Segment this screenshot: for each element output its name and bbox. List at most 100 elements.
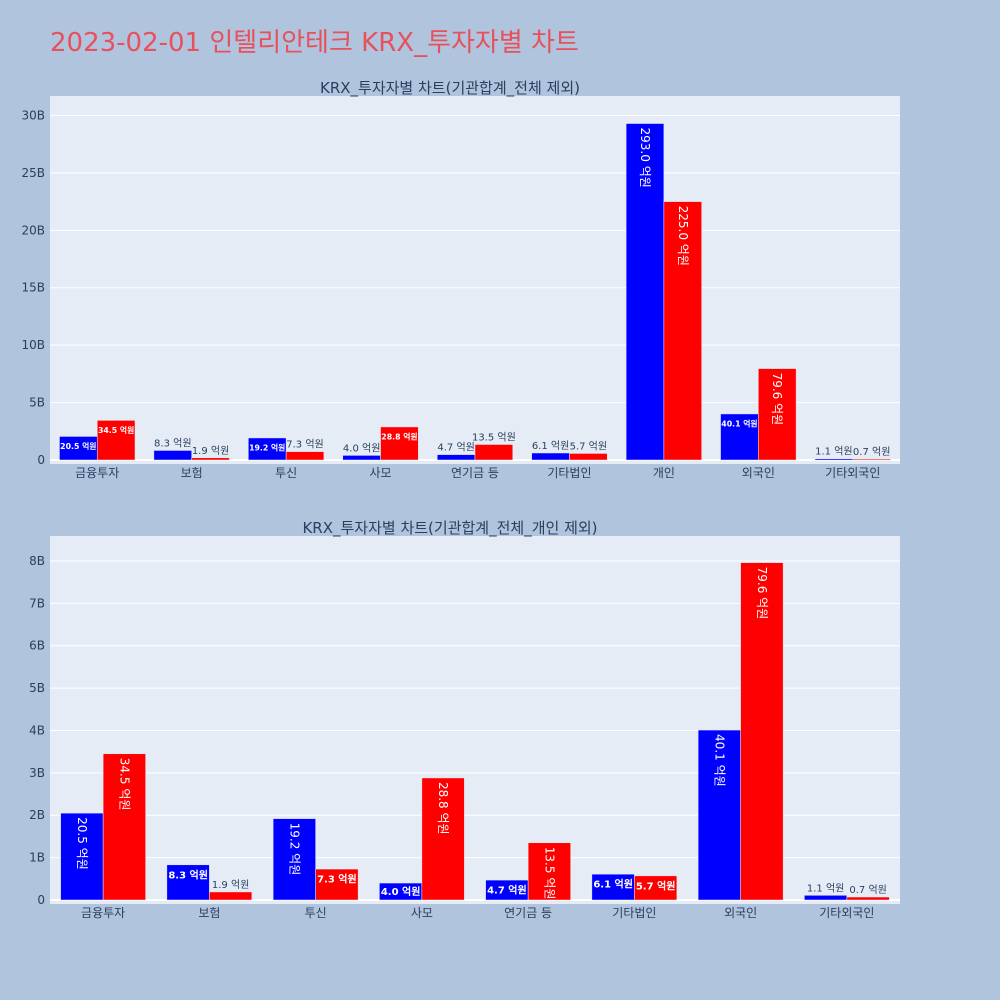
y-tick-label: 2B: [29, 808, 45, 822]
bar: [248, 437, 287, 461]
bar: [60, 812, 104, 901]
bar: [209, 891, 253, 901]
x-tick-label: 기타외국인: [825, 466, 880, 480]
bar: [421, 777, 465, 901]
data-label: 1.1 억원: [815, 446, 852, 458]
bar: [102, 753, 146, 901]
x-tick-label: 사모: [370, 466, 392, 480]
data-label: 40.1 억원: [721, 419, 757, 429]
x-tick-label: 연기금 등: [504, 906, 552, 920]
chart-2: KRX_투자자별 차트(기관합계_전체_개인 제외) 0 1B 2B 3B 4B 5B 6B 7…: [29, 519, 900, 920]
data-label: 1.9 억원: [192, 445, 229, 457]
data-label: 20.5 억원: [75, 817, 89, 870]
chart-title: KRX_투자자별 차트(기관합계_전체_개인 제외): [302, 519, 597, 538]
bar: [758, 368, 797, 461]
bar: [96, 420, 136, 461]
data-label: 8.3 억원: [168, 868, 208, 881]
y-tick-label: 30B: [21, 108, 45, 122]
data-label: 6.1 억원: [532, 440, 569, 452]
data-label: 4.7 억원: [487, 884, 527, 897]
y-tick-label: 20B: [21, 223, 45, 237]
data-label: 1.9 억원: [212, 879, 249, 891]
x-tick-label: 개인: [653, 466, 675, 480]
x-tick-label: 기타법인: [612, 906, 656, 920]
bar: [625, 123, 665, 461]
bar: [569, 453, 608, 461]
x-tick-label: 투신: [275, 466, 297, 480]
y-tick-label: 6B: [29, 639, 45, 653]
data-label: 0.7 억원: [849, 884, 886, 896]
y-tick-label: 0: [37, 893, 45, 907]
data-label: 4.7 억원: [437, 442, 474, 454]
data-label: 7.3 억원: [317, 873, 357, 886]
bar: [380, 426, 419, 461]
x-tick-label: 보험: [181, 466, 203, 480]
y-tick-label: 4B: [29, 723, 45, 737]
bar: [191, 457, 230, 461]
data-label: 13.5 억원: [472, 431, 516, 443]
bar: [531, 452, 570, 461]
bar: [814, 458, 854, 461]
bar: [474, 444, 514, 461]
y-tick-label: 15B: [21, 281, 45, 295]
y-tick-label: 3B: [29, 766, 45, 780]
data-label: 6.1 억원: [593, 878, 633, 891]
data-label: 34.5 억원: [117, 758, 131, 811]
x-tick-label: 보험: [198, 906, 220, 920]
bar: [663, 201, 702, 461]
bar: [846, 896, 890, 901]
chart-1: KRX_투자자별 차트(기관합계_전체 제외) 0 5B 10B 15B 20B 25B 30…: [21, 79, 900, 480]
bar: [285, 451, 325, 461]
y-tick-label: 0: [37, 453, 45, 467]
y-tick-label: 10B: [21, 338, 45, 352]
y-tick-label: 5B: [29, 396, 45, 410]
data-label: 20.5 억원: [60, 441, 96, 451]
x-tick-label: 기타외국인: [819, 906, 874, 920]
page-title: 2023-02-01 인텔리안테크 KRX_투자자별 차트: [50, 28, 579, 58]
data-label: 7.3 억원: [286, 439, 323, 451]
bar: [342, 455, 381, 461]
data-label: 1.1 억원: [807, 882, 844, 894]
x-tick-label: 외국인: [742, 466, 775, 480]
data-label: 293.0 억원: [638, 128, 652, 188]
x-tick-label: 금융투자: [81, 906, 125, 920]
data-label: 28.8 억원: [381, 432, 417, 442]
bar: [720, 413, 759, 461]
chart-title: KRX_투자자별 차트(기관합계_전체 제외): [320, 79, 580, 98]
data-label: 19.2 억원: [287, 823, 301, 876]
bar: [166, 864, 210, 901]
bar: [634, 875, 678, 901]
x-tick-label: 연기금 등: [451, 466, 499, 480]
y-tick-label: 25B: [21, 166, 45, 180]
data-label: 225.0 억원: [676, 206, 690, 266]
data-label: 8.3 억원: [154, 437, 191, 449]
data-label: 79.6 억원: [770, 373, 784, 426]
y-tick-label: 8B: [29, 554, 45, 568]
x-tick-label: 사모: [411, 906, 433, 920]
data-label: 0.7 억원: [853, 446, 890, 458]
bar: [852, 458, 891, 461]
bar: [315, 868, 359, 901]
y-tick-label: 5B: [29, 681, 45, 695]
x-tick-label: 금융투자: [75, 466, 119, 480]
data-label: 28.8 억원: [436, 782, 450, 835]
bar: [272, 818, 316, 901]
x-tick-label: 투신: [305, 906, 327, 920]
bar: [697, 729, 741, 901]
data-label: 13.5 억원: [542, 847, 556, 900]
data-label: 5.7 억원: [570, 440, 607, 452]
x-tick-label: 외국인: [724, 906, 757, 920]
y-tick-label: 1B: [29, 851, 45, 865]
bar: [740, 562, 784, 901]
y-tick-label: 7B: [29, 596, 45, 610]
data-label: 79.6 억원: [755, 567, 769, 620]
data-label: 40.1 억원: [712, 734, 726, 787]
data-label: 4.0 억원: [343, 442, 380, 454]
bar: [804, 895, 848, 901]
bar: [527, 842, 571, 901]
bar: [436, 454, 476, 461]
data-label: 19.2 억원: [249, 443, 285, 453]
data-label: 4.0 억원: [381, 885, 421, 898]
data-label: 5.7 억원: [636, 879, 676, 892]
